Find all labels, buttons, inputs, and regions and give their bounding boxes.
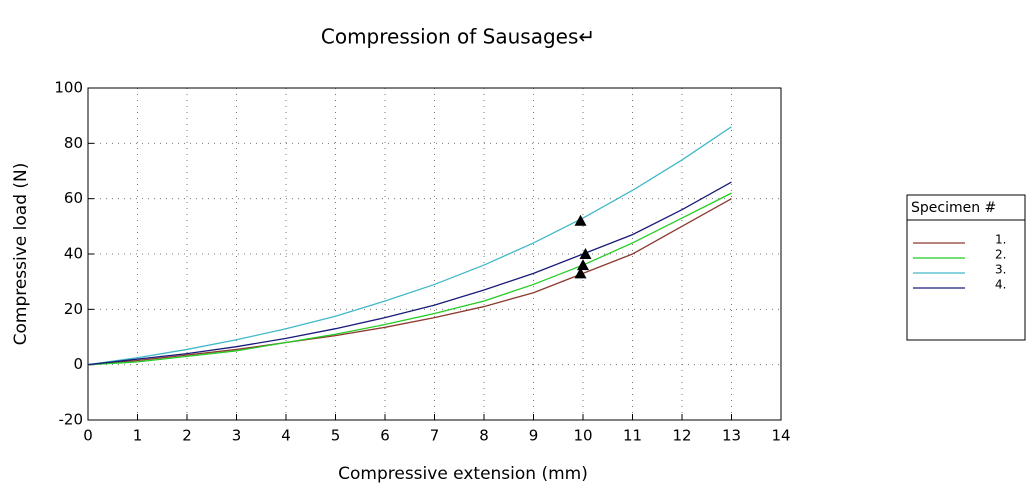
legend-label: 4. [995, 278, 1006, 292]
x-tick-label: 6 [380, 427, 390, 445]
legend-box [906, 194, 1026, 341]
break-marker [574, 267, 587, 279]
series-line [87, 198, 732, 366]
series-line [87, 181, 732, 366]
legend-title: Specimen # [911, 200, 996, 216]
legend-label: 2. [995, 248, 1006, 262]
break-marker [579, 248, 592, 259]
plot-frame [87, 87, 782, 421]
x-tick-label: 2 [182, 427, 192, 445]
y-tick-label: 40 [64, 245, 83, 263]
x-tick-label: 14 [771, 427, 790, 445]
break-marker [577, 259, 589, 271]
x-tick-label: 9 [529, 427, 539, 445]
y-axis-label: Compressive load (N) [11, 163, 31, 346]
y-tick-label: -20 [59, 411, 84, 429]
y-tick-label: 80 [64, 134, 83, 152]
legend-label: 3. [995, 263, 1006, 277]
x-tick-label: 8 [479, 427, 489, 445]
series-line [87, 126, 732, 366]
x-tick-label: 7 [430, 427, 440, 445]
series-line [87, 192, 732, 366]
x-tick-label: 13 [722, 427, 741, 445]
legend-label: 1. [995, 233, 1006, 247]
x-tick-label: 0 [83, 427, 93, 445]
y-tick-label: 100 [54, 79, 83, 97]
y-tick-label: 60 [64, 189, 83, 207]
x-tick-label: 10 [573, 427, 592, 445]
chart-title: Compression of Sausages↵ [321, 25, 595, 49]
x-tick-label: 1 [133, 427, 143, 445]
y-tick-label: 0 [73, 355, 83, 373]
x-tick-label: 12 [672, 427, 691, 445]
break-marker [574, 214, 587, 226]
x-tick-label: 4 [281, 427, 291, 445]
x-axis-label: Compressive extension (mm) [338, 464, 588, 484]
x-tick-label: 5 [331, 427, 341, 445]
y-tick-label: 20 [64, 300, 83, 318]
x-tick-label: 11 [623, 427, 642, 445]
x-tick-label: 3 [232, 427, 242, 445]
